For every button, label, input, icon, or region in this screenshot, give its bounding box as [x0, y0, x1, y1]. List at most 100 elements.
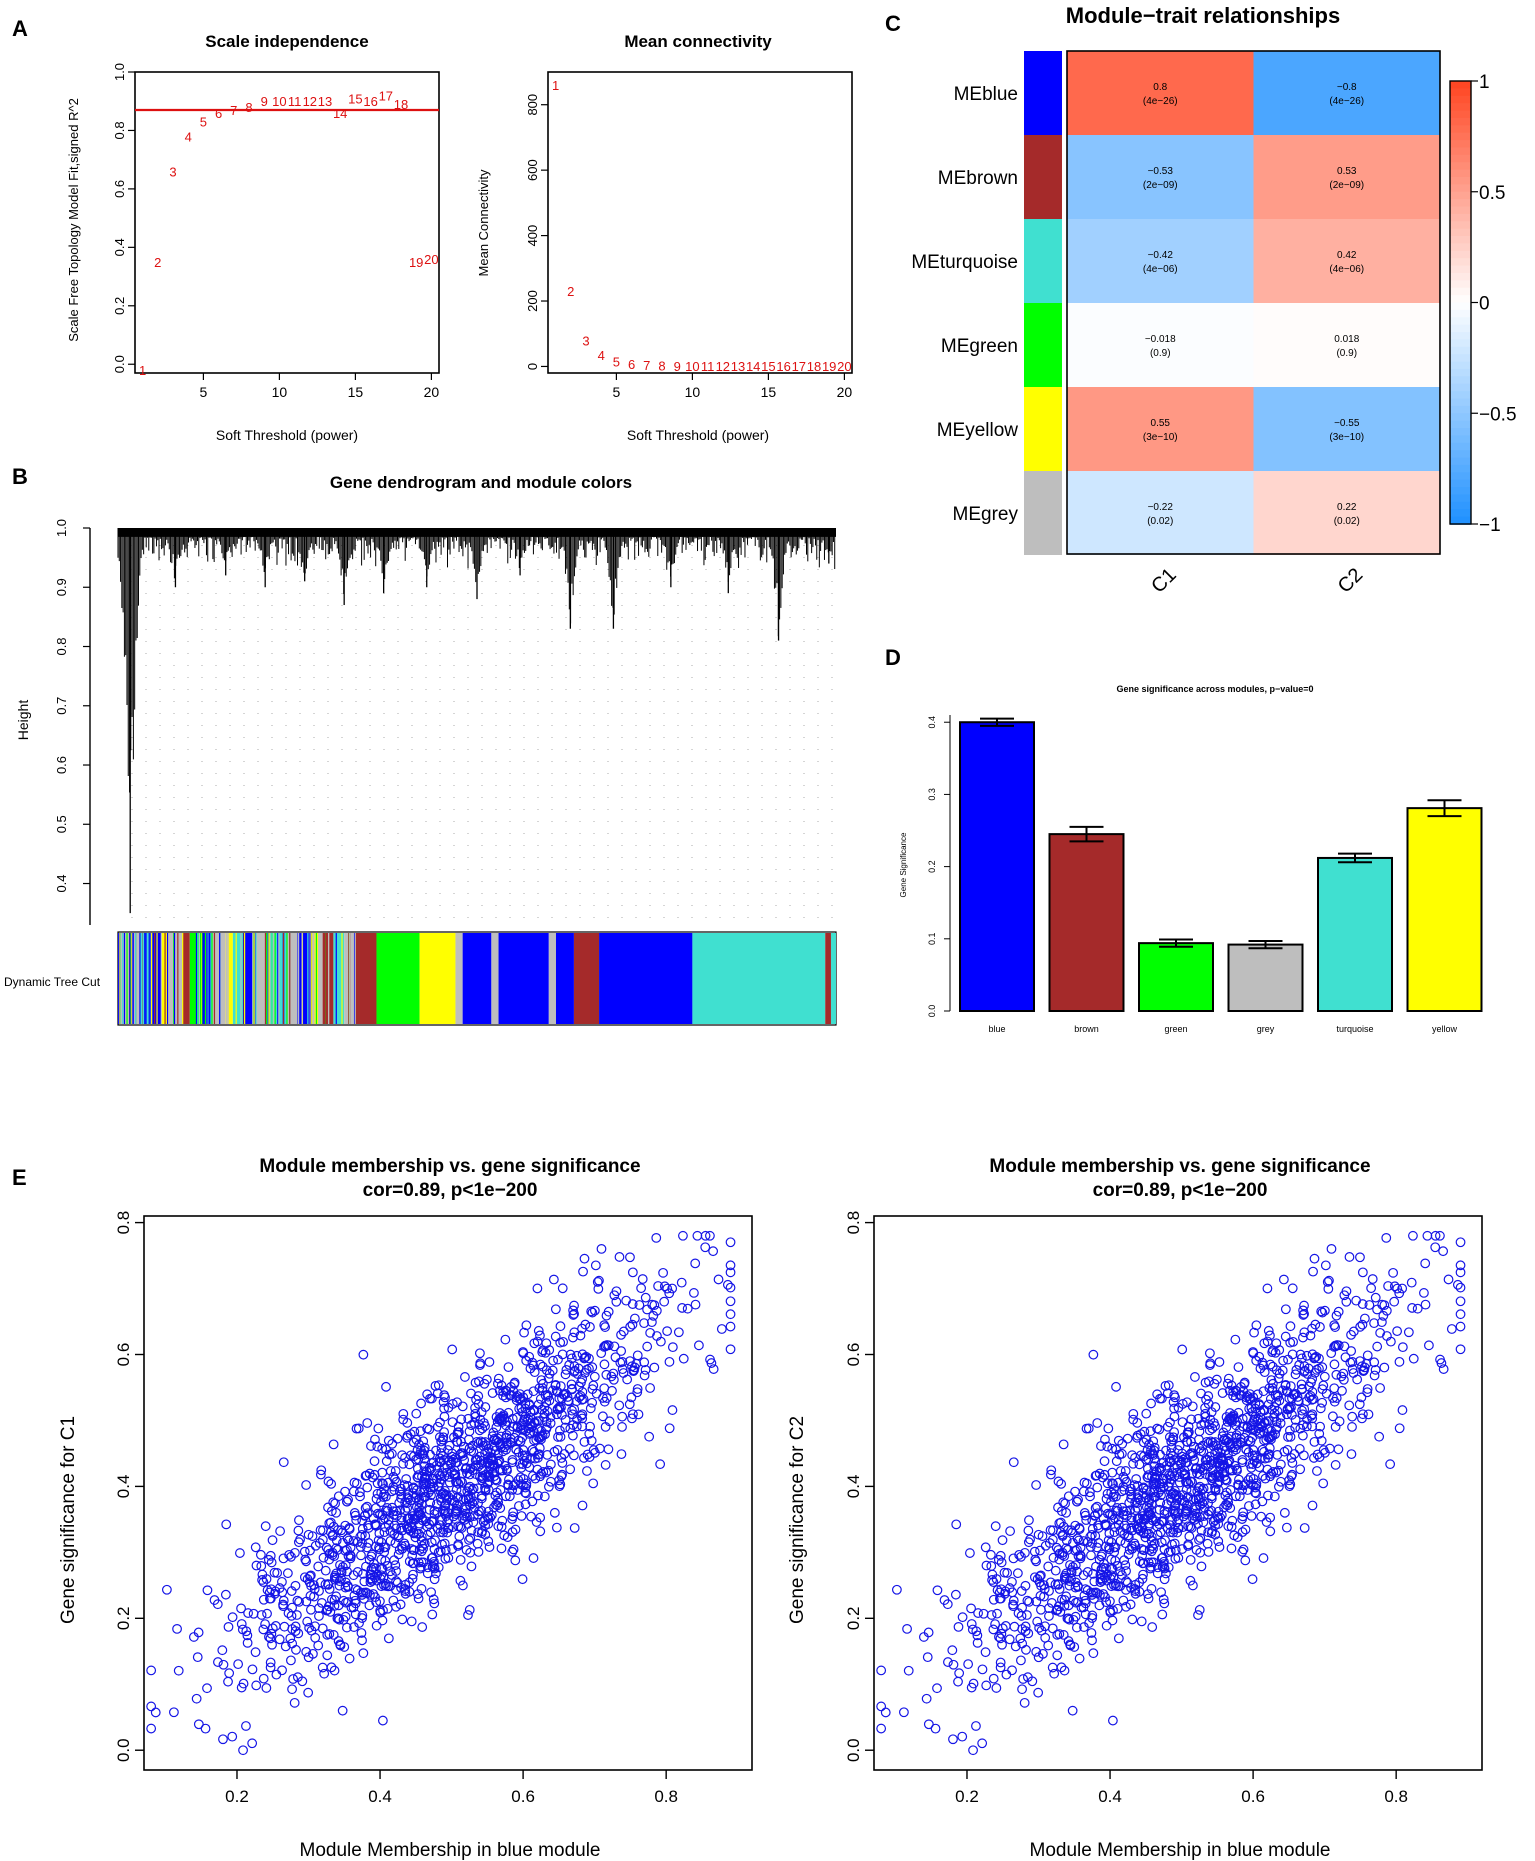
bar-chart-ytick-label: 0.2 — [927, 860, 937, 873]
mm-gs-c1-point — [618, 1326, 629, 1337]
mm-gs-c1-point — [464, 1481, 475, 1492]
mm-gs-c2-point — [1090, 1503, 1101, 1513]
mm-gs-c2-point — [1202, 1454, 1212, 1465]
mm-gs-c1-point — [440, 1505, 450, 1516]
mm-gs-c2-point — [1255, 1407, 1266, 1417]
mm-gs-c2-point — [1045, 1525, 1056, 1536]
mm-gs-c2-point — [1327, 1411, 1338, 1422]
mm-gs-c2-point — [1312, 1449, 1323, 1460]
mm-gs-c1-point — [416, 1398, 426, 1409]
module-color-stripe — [309, 933, 311, 1024]
mm-gs-c2-point — [1190, 1372, 1200, 1382]
mm-gs-c1-point — [651, 1305, 662, 1316]
mm-gs-c1-point — [523, 1414, 534, 1424]
mm-gs-c2-point — [1299, 1327, 1310, 1338]
mm-gs-c2-point — [1406, 1277, 1417, 1288]
mean-connectivity-xtick-label: 10 — [685, 384, 701, 400]
mm-gs-c1-point — [577, 1421, 588, 1432]
module-color-stripe — [129, 933, 131, 1024]
colorbar-tick-label: 0 — [1479, 294, 1490, 315]
mm-gs-c1-point — [547, 1365, 558, 1376]
mm-gs-c2-point — [1258, 1553, 1269, 1563]
mm-gs-c2-point — [1225, 1465, 1236, 1476]
heatmap-cell-cor: 0.42 — [1337, 250, 1357, 261]
mm-gs-c2-point — [1344, 1400, 1355, 1411]
mm-gs-c2-point — [1224, 1455, 1235, 1466]
mm-gs-c2-point — [1169, 1427, 1180, 1438]
mm-gs-c1-point — [402, 1417, 413, 1428]
mm-gs-c2-point — [968, 1678, 979, 1689]
mm-gs-c1-point — [664, 1356, 675, 1367]
mm-gs-c1-point — [407, 1558, 418, 1569]
module-color-stripe — [314, 933, 316, 1024]
mm-gs-c1-point — [600, 1460, 611, 1470]
mm-gs-c2-point — [1039, 1584, 1050, 1594]
mm-gs-c2-point — [1366, 1283, 1377, 1294]
mm-gs-c2-point — [1299, 1366, 1310, 1377]
mm-gs-c2-point — [1043, 1561, 1054, 1572]
mm-gs-c1-point — [438, 1506, 449, 1516]
mm-gs-c1-point — [622, 1374, 633, 1385]
mm-gs-c2-point — [1183, 1521, 1194, 1532]
mm-gs-c1-point — [646, 1317, 657, 1328]
mm-gs-c1-point — [452, 1437, 463, 1447]
mm-gs-c1-point — [370, 1434, 380, 1445]
mm-gs-c2-point — [1217, 1388, 1228, 1398]
mm-gs-c2-point — [1317, 1397, 1328, 1408]
mm-gs-c1-point — [169, 1707, 179, 1718]
mm-gs-c2-point — [1338, 1368, 1349, 1379]
mm-gs-c1-point — [632, 1350, 643, 1361]
heatmap-row-color-swatch — [1024, 135, 1062, 219]
mm-gs-c2-point — [1312, 1466, 1322, 1476]
mm-gs-c2-point — [1319, 1305, 1330, 1316]
module-color-stripe — [254, 933, 256, 1024]
mm-gs-c1-point — [599, 1383, 610, 1394]
mm-gs-c1-point — [577, 1500, 588, 1511]
mm-gs-c1-point — [502, 1439, 513, 1450]
mm-gs-c2-point — [1089, 1576, 1100, 1587]
mm-gs-c1-point — [584, 1428, 595, 1439]
mm-gs-c2-point — [1193, 1490, 1204, 1501]
mm-gs-c1-point — [515, 1393, 526, 1404]
mm-gs-c1-point — [431, 1568, 441, 1579]
mm-gs-c1-point — [382, 1561, 393, 1571]
mm-gs-c2-point — [1196, 1561, 1207, 1572]
mm-gs-c1-point — [508, 1544, 519, 1555]
mm-gs-c2-point — [1168, 1397, 1179, 1407]
mm-gs-c2-point — [1299, 1523, 1310, 1533]
module-color-stripe — [166, 933, 169, 1024]
scale-independence-ylabel: Scale Free Topology Model Fit,signed R^2 — [66, 98, 81, 342]
mm-gs-c2-point — [1344, 1252, 1355, 1262]
mm-gs-c1-point — [509, 1432, 520, 1443]
mm-gs-c1-point — [326, 1594, 337, 1605]
module-color-stripe — [315, 933, 318, 1024]
mm-gs-c1-point — [331, 1507, 342, 1518]
mm-gs-c2-point — [968, 1745, 978, 1756]
mm-gs-c1-point — [584, 1363, 594, 1374]
mm-gs-c1-point — [608, 1368, 619, 1379]
mm-gs-c2-point — [1084, 1487, 1095, 1498]
mm-gs-c1-point — [146, 1665, 157, 1676]
mm-gs-c1-xtick-label: 0.2 — [225, 1787, 249, 1806]
scale-independence-point-label: 8 — [245, 100, 252, 115]
mm-gs-c1-point — [395, 1599, 406, 1610]
mm-gs-c2-point — [1412, 1303, 1423, 1314]
mm-gs-c1-point — [524, 1351, 535, 1362]
mm-gs-c2-point — [1314, 1428, 1325, 1439]
mm-gs-c2-point — [1064, 1576, 1075, 1587]
mm-gs-c1-point — [521, 1320, 532, 1331]
mm-gs-c1-point — [659, 1281, 670, 1292]
module-color-stripe — [195, 933, 198, 1024]
mm-gs-c2-point — [1121, 1601, 1131, 1612]
mm-gs-c2-point — [1034, 1571, 1045, 1582]
mm-gs-c1-point — [589, 1371, 600, 1382]
mm-gs-c2-point — [1251, 1320, 1262, 1331]
mm-gs-c2-point — [880, 1707, 891, 1718]
dendrogram-ytick-label: 0.4 — [54, 874, 69, 892]
mm-gs-c1-point — [337, 1705, 348, 1716]
scale-independence-point-label: 6 — [215, 106, 222, 121]
mm-gs-c1-point — [565, 1423, 576, 1434]
mm-gs-c1-point — [706, 1358, 717, 1368]
mm-gs-c1-point — [521, 1488, 532, 1499]
mm-gs-c1-point — [536, 1404, 547, 1415]
